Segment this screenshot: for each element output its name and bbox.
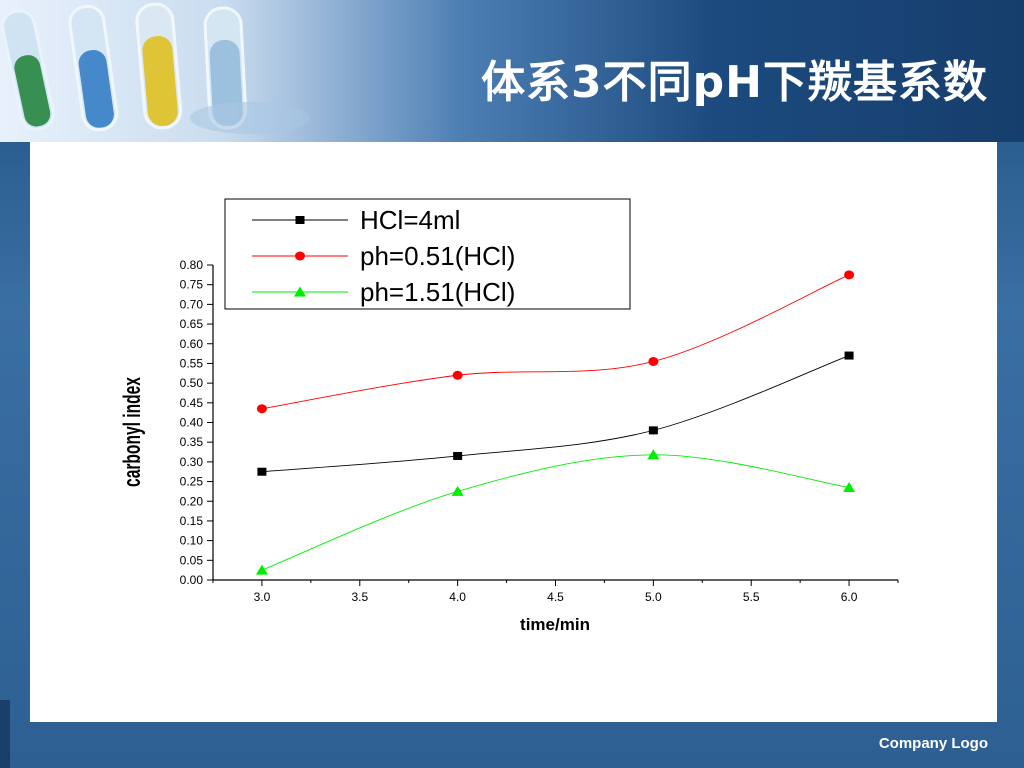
y-tick-label: 0.40 xyxy=(180,416,204,430)
chart-markers xyxy=(255,270,856,575)
header-band: 体系3不同pH下羰基系数 xyxy=(0,0,1024,142)
data-point-series-2 xyxy=(452,370,463,380)
y-tick-label: 0.00 xyxy=(180,573,204,587)
y-tick-label: 0.20 xyxy=(180,494,204,508)
y-tick-label: 0.80 xyxy=(180,258,204,272)
x-tick-label: 5.0 xyxy=(645,590,662,604)
frame-accent xyxy=(0,700,10,768)
y-tick-label: 0.10 xyxy=(180,534,204,548)
chart-legend: HCl=4ml ph=0.51(HCl) ph=1.51(HCl) xyxy=(224,198,631,310)
y-tick-label: 0.25 xyxy=(180,475,204,489)
y-tick-label: 0.65 xyxy=(180,317,204,331)
chart-axes: 3.0 3.5 4.0 4.5 5.0 5.5 6.0 0.00 0.05 0.10 0.15 0.2… xyxy=(180,258,899,604)
x-tick-label: 4.5 xyxy=(547,590,564,604)
data-point-series-2 xyxy=(648,356,659,366)
data-point-series-2 xyxy=(256,404,267,414)
data-point-series-1 xyxy=(453,451,463,460)
y-tick-label: 0.55 xyxy=(180,356,204,370)
chart-curves xyxy=(261,274,850,571)
y-tick-label: 0.75 xyxy=(180,278,204,292)
data-point-series-3 xyxy=(451,485,464,496)
line-chart: 3.0 3.5 4.0 4.5 5.0 5.5 6.0 0.00 0.05 0.10 0.15 0.2… xyxy=(120,198,899,634)
series-line-3 xyxy=(261,454,850,571)
legend-label: ph=1.51(HCl) xyxy=(360,277,515,307)
series-line-2 xyxy=(261,274,850,410)
y-tick-label: 0.15 xyxy=(180,514,204,528)
y-tick-label: 0.30 xyxy=(180,455,204,469)
content-panel: 3.0 3.5 4.0 4.5 5.0 5.5 6.0 0.00 0.05 0.10 0.15 0.2… xyxy=(30,142,997,722)
legend-label: HCl=4ml xyxy=(360,205,460,235)
y-tick-label: 0.60 xyxy=(180,337,204,351)
y-tick-label: 0.05 xyxy=(180,553,204,567)
data-point-series-3 xyxy=(647,449,660,460)
x-tick-label: 4.0 xyxy=(449,590,466,604)
x-tick-label: 5.5 xyxy=(743,590,760,604)
y-axis-label: carbonyl index xyxy=(120,376,146,487)
data-point-series-3 xyxy=(255,564,268,575)
y-tick-label: 0.50 xyxy=(180,376,204,390)
legend-marker xyxy=(295,216,305,224)
test-tubes-image xyxy=(1,2,310,134)
x-tick-label: 6.0 xyxy=(841,590,858,604)
y-tick-label: 0.35 xyxy=(180,435,204,449)
x-tick-label: 3.0 xyxy=(254,590,271,604)
data-point-series-1 xyxy=(844,351,854,360)
x-axis-label: time/min xyxy=(520,615,590,634)
series-line-1 xyxy=(261,355,850,473)
data-point-series-1 xyxy=(648,426,658,435)
y-tick-label: 0.70 xyxy=(180,297,204,311)
data-point-series-2 xyxy=(844,270,855,280)
legend-box xyxy=(224,198,631,310)
company-logo: Company Logo xyxy=(878,735,988,752)
legend-marker xyxy=(295,251,305,261)
slide-title: 体系3不同pH下羰基系数 xyxy=(481,57,988,108)
legend-marker xyxy=(294,286,306,297)
x-tick-label: 3.5 xyxy=(351,590,368,604)
data-point-series-1 xyxy=(257,467,267,476)
data-point-series-3 xyxy=(843,481,856,492)
y-tick-label: 0.45 xyxy=(180,396,204,410)
legend-label: ph=0.51(HCl) xyxy=(360,241,515,271)
